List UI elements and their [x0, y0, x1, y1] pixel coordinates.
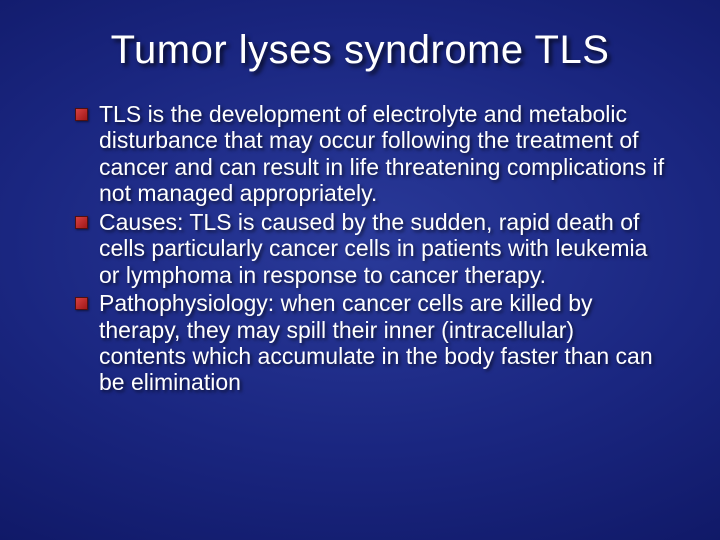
bullet-list: TLS is the development of electrolyte an… — [75, 101, 665, 396]
list-item: Pathophysiology: when cancer cells are k… — [75, 290, 665, 396]
list-item: TLS is the development of electrolyte an… — [75, 101, 665, 207]
slide-title: Tumor lyses syndrome TLS — [55, 28, 665, 73]
slide-container: Tumor lyses syndrome TLS TLS is the deve… — [0, 0, 720, 540]
list-item: Causes: TLS is caused by the sudden, rap… — [75, 209, 665, 288]
